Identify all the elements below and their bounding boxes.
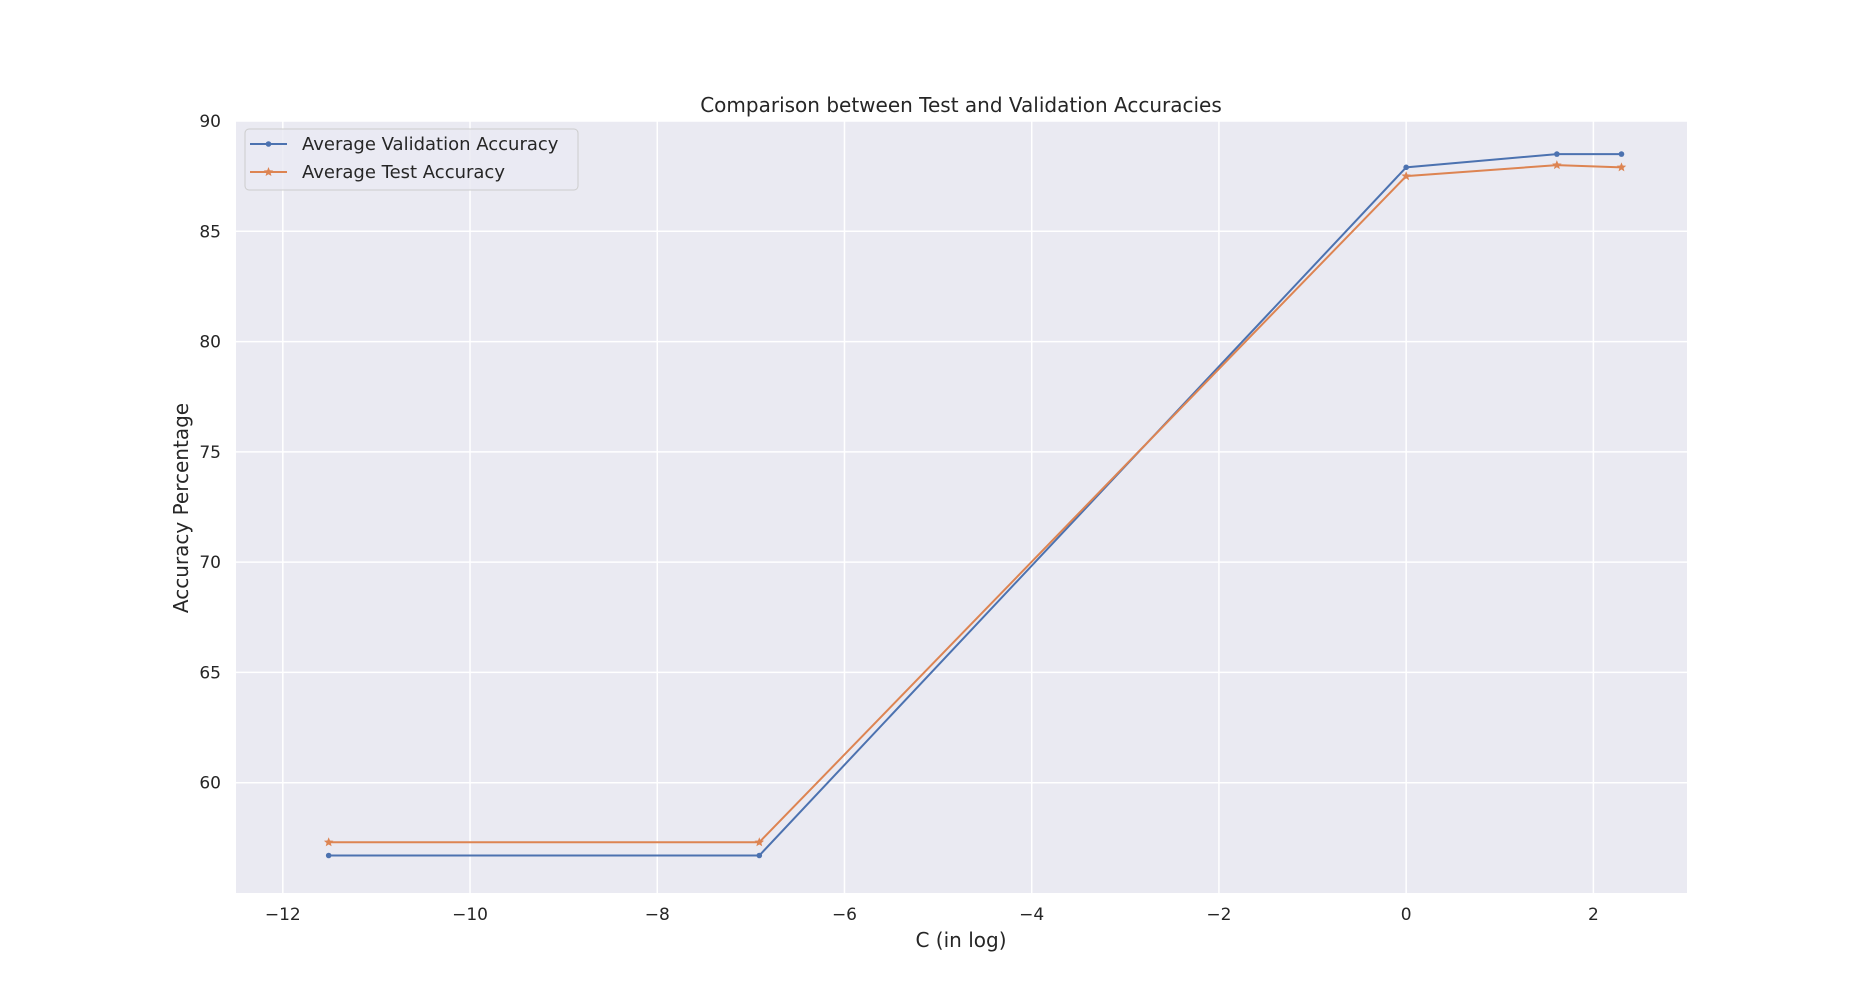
y-axis-label: Accuracy Percentage [169, 403, 193, 613]
y-tick-label: 65 [199, 663, 221, 683]
series-0 [325, 151, 1625, 859]
y-tick-label: 85 [199, 222, 221, 242]
y-tick-label: 60 [199, 774, 221, 794]
x-tick-label: 2 [1588, 905, 1599, 925]
x-tick-label: −12 [265, 905, 301, 925]
x-tick-label: −8 [645, 905, 670, 925]
y-tick-label: 90 [199, 112, 221, 132]
data-point [323, 837, 334, 847]
legend-label: Average Test Accuracy [302, 162, 505, 183]
y-tick-label: 75 [199, 443, 221, 463]
y-tick-label: 70 [199, 553, 221, 573]
grid-lines [236, 120, 1687, 893]
chart-title: Comparison between Test and Validation A… [700, 93, 1222, 117]
data-point [1618, 151, 1625, 157]
plot-area [236, 121, 1687, 893]
data-point [1616, 162, 1627, 172]
data-point [756, 852, 763, 859]
series-layer [323, 151, 1627, 859]
legend-marker [263, 167, 274, 177]
legend-marker [265, 141, 272, 147]
data-point [754, 837, 765, 847]
data-point [1554, 151, 1560, 157]
x-tick-label: 0 [1401, 905, 1412, 925]
series-1 [323, 160, 1627, 847]
legend-label: Average Validation Accuracy [302, 134, 559, 155]
tick-labels: −12 −10 −8 −6 −4 −2 0 2 60 65 70 75 80 85 90 [199, 112, 1598, 925]
legend: Average Validation Accuracy Average Test … [244, 128, 579, 191]
data-point [1401, 171, 1411, 181]
data-point [325, 852, 332, 859]
data-point [1552, 160, 1562, 170]
x-tick-label: −6 [832, 905, 857, 925]
y-tick-label: 80 [199, 333, 221, 353]
data-point [1403, 164, 1409, 171]
x-tick-label: −4 [1019, 905, 1044, 925]
x-tick-label: −10 [452, 905, 488, 925]
x-tick-label: −2 [1206, 905, 1231, 925]
x-axis-label: C (in log) [915, 928, 1006, 952]
legend-box [244, 128, 579, 191]
